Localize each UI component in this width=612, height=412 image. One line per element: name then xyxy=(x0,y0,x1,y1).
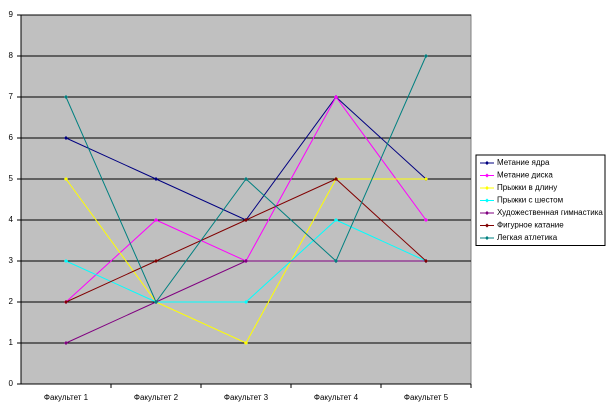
point-marker xyxy=(64,259,68,263)
point-marker xyxy=(64,177,68,181)
y-tick-label: 0 xyxy=(9,379,14,388)
y-tick-label: 8 xyxy=(9,51,14,60)
point-marker xyxy=(64,136,68,140)
point-marker xyxy=(424,218,428,222)
x-tick-label: Факультет 3 xyxy=(224,393,269,402)
legend-label: Художественная гимнастика xyxy=(497,208,603,217)
y-tick-label: 1 xyxy=(9,338,14,347)
legend-label: Метание ядра xyxy=(497,158,550,167)
point-marker xyxy=(244,341,248,345)
point-marker xyxy=(64,300,68,304)
y-tick-label: 3 xyxy=(9,256,14,265)
legend-marker xyxy=(485,211,489,215)
x-tick-label: Факультет 1 xyxy=(44,393,89,402)
point-marker xyxy=(424,54,428,58)
legend-marker xyxy=(485,198,489,203)
x-tick-label: Факультет 4 xyxy=(314,393,359,402)
point-marker xyxy=(154,218,158,222)
y-tick-label: 9 xyxy=(9,10,14,19)
legend-marker xyxy=(485,173,489,178)
point-marker xyxy=(244,259,248,263)
legend-label: Легкая атлетика xyxy=(497,233,558,242)
legend-marker xyxy=(485,161,489,165)
point-marker xyxy=(244,177,248,181)
legend-marker xyxy=(485,223,489,228)
plot-area xyxy=(20,14,472,385)
x-tick-label: Факультет 5 xyxy=(404,393,449,402)
y-tick-label: 2 xyxy=(9,297,14,306)
point-marker xyxy=(334,259,338,263)
legend-label: Фигурное катание xyxy=(497,221,564,230)
legend-label: Метание диска xyxy=(497,171,553,180)
legend-label: Прыжки с шестом xyxy=(497,196,563,205)
y-tick-label: 4 xyxy=(9,215,14,224)
y-tick-label: 7 xyxy=(9,92,14,101)
legend-box xyxy=(475,154,606,246)
point-marker xyxy=(154,300,158,304)
point-marker xyxy=(154,259,158,263)
point-marker xyxy=(334,177,338,181)
point-marker xyxy=(334,95,338,99)
point-marker xyxy=(424,259,428,263)
point-marker xyxy=(244,300,248,304)
point-marker xyxy=(244,218,248,222)
point-marker xyxy=(64,95,68,99)
point-marker xyxy=(154,177,158,181)
legend-marker xyxy=(485,236,489,240)
legend-label: Прыжки в длину xyxy=(497,183,557,192)
legend-marker xyxy=(485,186,489,190)
point-marker xyxy=(424,177,428,181)
point-marker xyxy=(334,218,338,222)
y-tick-label: 6 xyxy=(9,133,14,142)
point-marker xyxy=(64,341,68,345)
x-tick-label: Факультет 2 xyxy=(134,393,179,402)
y-tick-label: 5 xyxy=(9,174,14,183)
